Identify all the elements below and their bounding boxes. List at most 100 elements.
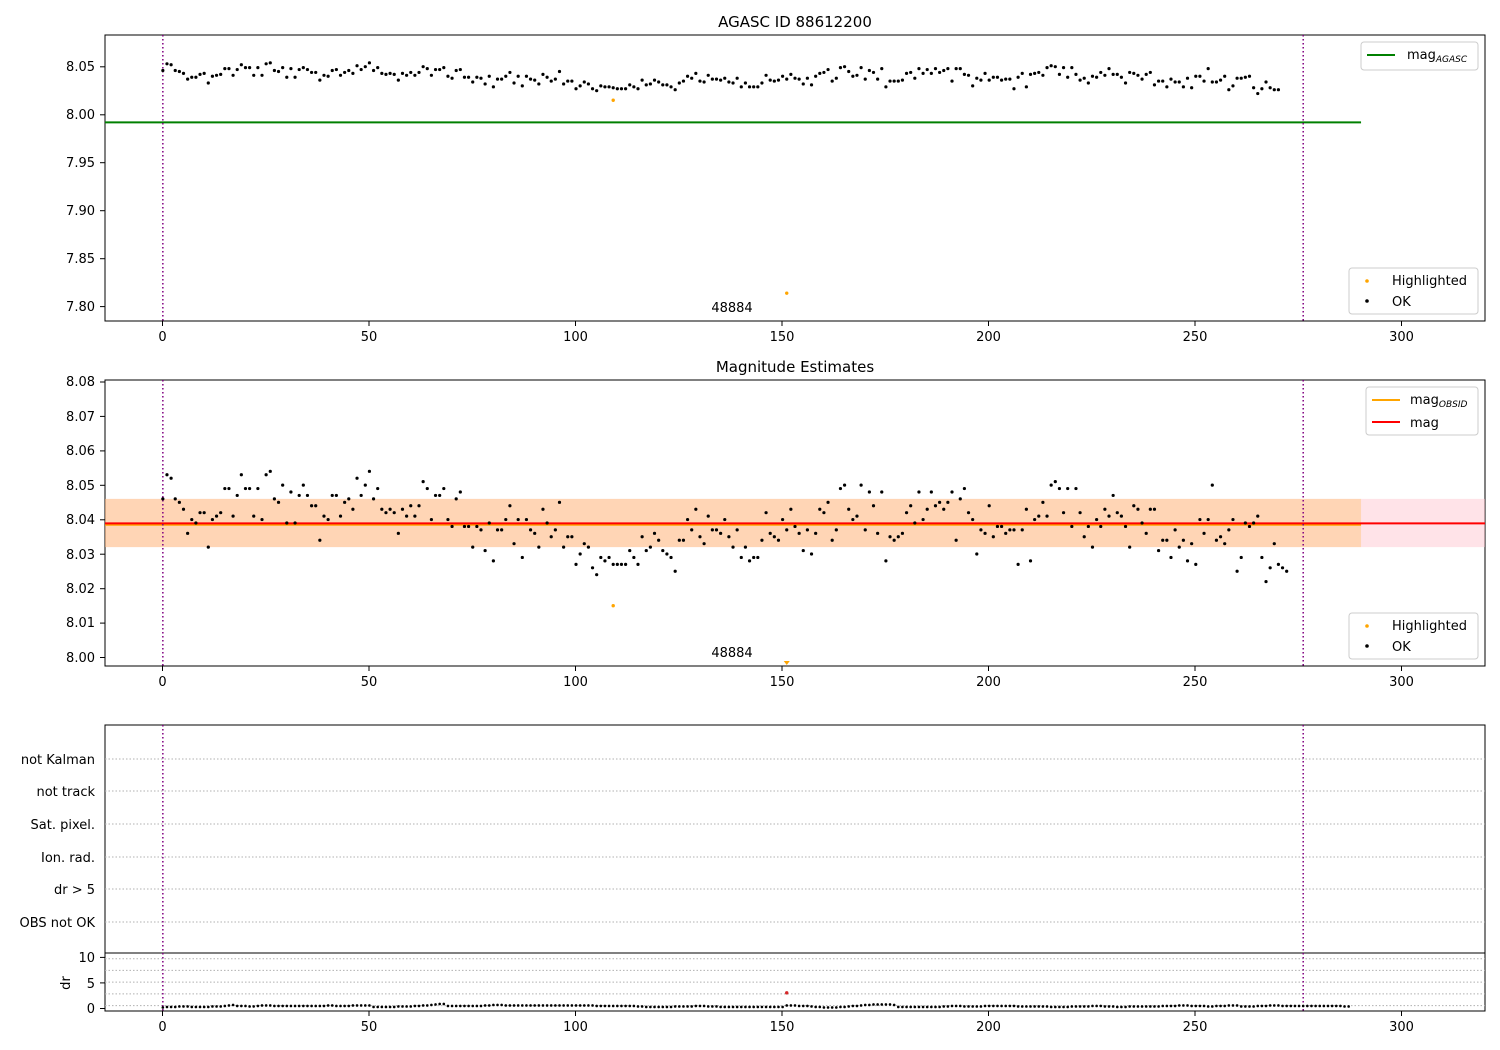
data-point-ok xyxy=(1136,507,1140,511)
flag-label: Ion. rad. xyxy=(41,851,95,866)
svg-text:magOBSID: magOBSID xyxy=(1410,393,1468,410)
data-point-ok xyxy=(541,507,545,511)
data-point-ok xyxy=(413,514,417,518)
data-point-ok xyxy=(747,559,752,563)
data-point-ok xyxy=(173,497,177,501)
data-point-ok xyxy=(1169,77,1173,81)
data-point-ok xyxy=(1115,72,1119,76)
data-point-ok xyxy=(1123,81,1128,85)
data-point-ok xyxy=(706,1005,710,1008)
plot-frame xyxy=(104,34,1486,322)
data-point-ok xyxy=(495,528,500,532)
data-point-ok xyxy=(181,507,186,511)
data-point-ok xyxy=(872,1003,875,1006)
data-point-ok xyxy=(557,69,562,74)
data-point-ok xyxy=(388,1005,392,1009)
data-point-ok xyxy=(1169,1004,1173,1008)
data-point-ok xyxy=(702,80,706,84)
data-point-ok xyxy=(301,66,305,70)
data-point-ok xyxy=(987,1004,991,1008)
data-point-ok xyxy=(549,535,553,539)
data-point-ok xyxy=(983,531,987,535)
data-point-ok xyxy=(843,1005,846,1009)
data-point-ok xyxy=(623,87,628,91)
data-point-ok xyxy=(954,1004,958,1008)
data-point-ok xyxy=(731,1005,735,1009)
legend-line-label: mag xyxy=(1407,48,1436,63)
data-point-ok xyxy=(483,1004,487,1007)
data-point-ok xyxy=(714,528,719,532)
y-tick-label: 8.01 xyxy=(66,616,95,631)
data-point-ok xyxy=(814,1005,817,1009)
data-point-ok xyxy=(892,1003,896,1007)
data-point-ok xyxy=(1165,1004,1169,1008)
data-point-ok xyxy=(516,1004,520,1007)
data-point-ok xyxy=(194,521,198,525)
data-point-ok xyxy=(388,71,392,75)
data-point-ok xyxy=(913,76,917,80)
data-point-ok xyxy=(727,1005,731,1009)
data-point-ok xyxy=(227,486,231,491)
data-point-ok xyxy=(1194,74,1198,78)
data-point-ok xyxy=(1231,1004,1235,1007)
data-point-ok xyxy=(777,1005,780,1009)
data-point-ok xyxy=(942,1005,946,1008)
data-point-ok xyxy=(545,1004,549,1007)
data-point-ok xyxy=(830,1006,834,1009)
data-point-ok xyxy=(727,80,731,84)
data-point-ok xyxy=(1074,486,1078,491)
data-point-ok xyxy=(557,500,562,504)
data-point-ok xyxy=(1314,1004,1317,1008)
data-point-ok xyxy=(177,69,181,74)
data-point-ok xyxy=(876,531,880,535)
data-point-ok xyxy=(917,490,921,494)
data-point-ok xyxy=(1256,514,1260,518)
legend-point-swatch xyxy=(1365,624,1369,628)
data-point-ok xyxy=(747,85,752,89)
data-point-ok xyxy=(1008,528,1012,532)
data-point-ok xyxy=(487,1004,491,1007)
data-point-ok xyxy=(876,1003,879,1006)
data-point-ok xyxy=(1157,1005,1160,1008)
data-point-ok xyxy=(822,70,826,75)
data-point-ok xyxy=(1082,1005,1086,1008)
data-point-ok xyxy=(1339,1004,1342,1008)
data-point-ok xyxy=(582,1004,586,1007)
x-tick-label: 100 xyxy=(563,330,588,345)
data-point-ok xyxy=(334,67,338,72)
data-point-ok xyxy=(276,69,281,74)
data-point-ok xyxy=(491,85,495,89)
data-point-ok xyxy=(661,83,665,87)
legend-label-highlighted: Highlighted xyxy=(1392,274,1467,289)
data-point-ok xyxy=(1140,1005,1144,1008)
data-point-ok xyxy=(640,78,644,82)
data-point-ok xyxy=(574,87,578,91)
data-point-ok xyxy=(297,1004,301,1008)
data-point-ok xyxy=(310,1004,313,1008)
data-point-ok xyxy=(586,82,591,86)
data-point-ok xyxy=(888,79,892,83)
data-point-ok xyxy=(1268,1004,1272,1007)
data-point-ok xyxy=(1111,1005,1115,1008)
data-point-ok xyxy=(479,76,483,80)
data-point-ok xyxy=(1223,1004,1227,1008)
data-point-ok xyxy=(611,562,615,566)
data-point-ok xyxy=(611,86,615,90)
data-point-ok xyxy=(223,1004,227,1008)
data-point-ok xyxy=(929,490,933,494)
data-point-ok xyxy=(533,1004,537,1007)
data-point-ok xyxy=(921,1005,925,1009)
data-point-ok xyxy=(657,538,661,542)
data-point-ok xyxy=(768,78,772,82)
data-point-ok xyxy=(859,1004,863,1007)
data-point-ok xyxy=(607,85,611,89)
data-point-ok xyxy=(553,77,557,81)
data-point-ok xyxy=(690,76,694,80)
data-point-ok xyxy=(1103,73,1107,77)
data-point-ok xyxy=(214,514,219,518)
data-point-ok xyxy=(281,483,285,487)
data-point-ok xyxy=(681,79,686,83)
data-point-ok xyxy=(661,548,665,553)
data-point-ok xyxy=(169,63,173,67)
flag-label: Sat. pixel. xyxy=(31,818,95,833)
